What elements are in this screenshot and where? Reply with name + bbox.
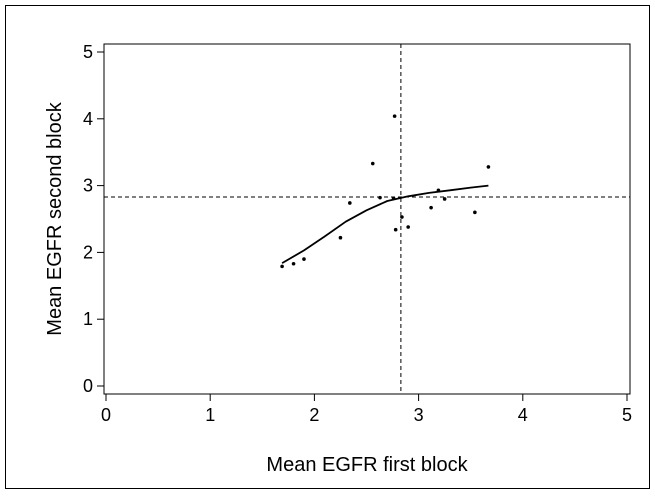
smooth-curve-layer xyxy=(281,184,489,264)
x-tick-label: 4 xyxy=(518,405,528,425)
data-point xyxy=(393,227,398,232)
data-point xyxy=(406,225,410,229)
y-axis-ticks: 0 1 2 3 4 5 xyxy=(83,42,104,396)
data-point xyxy=(370,161,375,166)
data-point xyxy=(442,197,447,201)
data-point xyxy=(486,165,491,169)
outer-border xyxy=(5,5,650,489)
smooth-fit-curve xyxy=(281,184,489,264)
y-tick-label: 1 xyxy=(83,309,93,329)
data-point xyxy=(378,195,382,200)
x-tick-label: 0 xyxy=(101,405,111,425)
data-point xyxy=(392,114,397,118)
y-tick-label: 0 xyxy=(83,376,93,396)
data-point xyxy=(400,215,404,219)
x-axis-ticks: 0 1 2 3 4 5 xyxy=(101,394,632,425)
data-point xyxy=(391,196,396,201)
data-point xyxy=(280,264,284,269)
y-tick-label: 5 xyxy=(83,42,93,62)
data-point xyxy=(473,210,477,215)
y-tick-label: 3 xyxy=(83,176,93,196)
y-tick-label: 4 xyxy=(83,109,93,129)
x-axis-label: Mean EGFR first block xyxy=(266,454,468,476)
x-tick-label: 3 xyxy=(414,405,424,425)
data-point xyxy=(348,201,352,205)
data-points-layer xyxy=(280,114,491,269)
data-point xyxy=(429,205,433,210)
x-tick-label: 2 xyxy=(309,405,319,425)
data-point xyxy=(338,235,343,240)
x-tick-label: 1 xyxy=(205,405,215,425)
x-tick-label: 5 xyxy=(622,405,632,425)
data-point xyxy=(302,257,306,261)
data-point xyxy=(291,261,296,266)
y-tick-label: 2 xyxy=(83,242,93,262)
reference-lines xyxy=(104,44,630,394)
plot-area-frame xyxy=(103,43,631,395)
data-point xyxy=(436,188,441,193)
y-axis-label: Mean EGFR second block xyxy=(44,101,66,335)
